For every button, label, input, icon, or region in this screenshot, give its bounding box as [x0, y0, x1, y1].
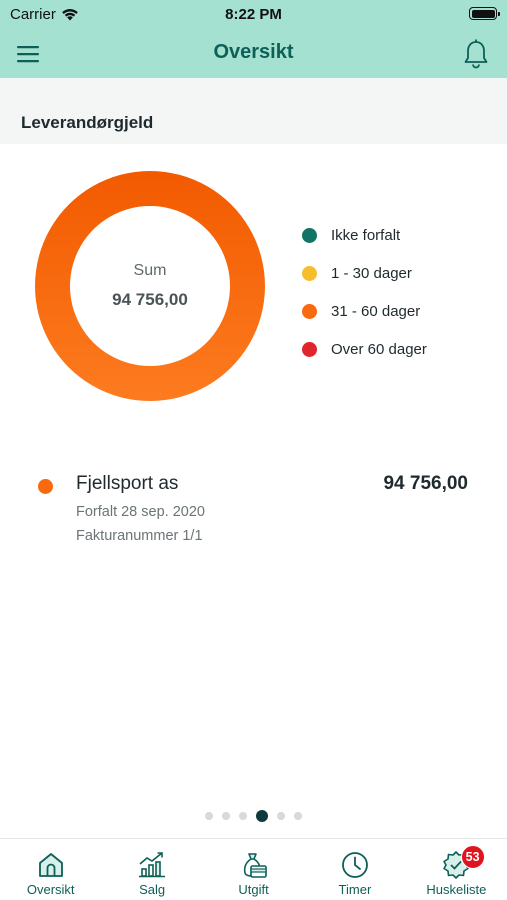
supplier-name: Fjellsport as [76, 473, 179, 494]
legend-label: 1 - 30 dager [331, 264, 412, 282]
status-time: 8:22 PM [225, 6, 282, 23]
legend-item-ikke-forfalt: Ikke forfalt [302, 216, 427, 254]
legend-dot [302, 341, 317, 357]
invoice-number: Fakturanummer 1/1 [76, 528, 203, 544]
carrier-label: Carrier [10, 6, 56, 23]
tab-bar: Oversikt Salg Utgift Timer [0, 838, 507, 900]
tab-label: Huskeliste [426, 882, 487, 897]
donut-sum-label: Sum [133, 262, 167, 279]
menu-icon[interactable] [14, 40, 42, 68]
donut-sum-value: 94 756,00 [112, 290, 188, 309]
home-icon [38, 853, 63, 877]
page-dot[interactable] [277, 812, 285, 820]
legend-dot [302, 265, 317, 281]
tab-label: Oversikt [26, 882, 75, 897]
legend-label: Over 60 dager [331, 340, 427, 358]
donut-chart-svg [34, 171, 265, 401]
page-dot[interactable] [294, 812, 302, 820]
tab-label: Timer [338, 882, 372, 897]
tab-timer[interactable]: Timer [304, 839, 405, 900]
page-dot[interactable] [239, 812, 247, 820]
donut-slice-31-60-dager [34, 171, 265, 401]
legend-item-over-60-dager: Over 60 dager [302, 330, 427, 368]
section-header: Leverandørgjeld [0, 78, 507, 144]
carrier-indicator: Carrier [10, 6, 79, 23]
bell-icon[interactable] [461, 38, 491, 70]
page-indicator[interactable] [0, 810, 507, 822]
wifi-icon [62, 9, 78, 21]
clock-icon [342, 852, 368, 878]
battery-icon [469, 7, 500, 20]
section-title: Leverandørgjeld [21, 113, 154, 132]
legend-dot [302, 303, 317, 319]
chart-legend: Ikke forfalt 1 - 30 dager 31 - 60 dager … [302, 216, 427, 368]
page-title: Oversikt [213, 41, 294, 63]
status-bar: Carrier 8:22 PM [0, 0, 507, 30]
supplier-amount: 94 756,00 [383, 473, 468, 494]
supplier-entry[interactable]: Fjellsport as 94 756,00 Forfalt 28 sep. … [0, 468, 507, 558]
legend-dot [302, 227, 317, 243]
donut-chart: Sum 94 756,00 [34, 170, 266, 402]
tab-utgift[interactable]: Utgift [203, 839, 304, 900]
status-dot [38, 479, 53, 494]
navigation-bar: Oversikt [0, 30, 507, 78]
legend-label: Ikke forfalt [331, 226, 401, 244]
page-dot-active[interactable] [256, 810, 268, 822]
tab-label: Salg [139, 882, 166, 897]
expense-bag-icon [243, 853, 267, 878]
page-dot[interactable] [205, 812, 213, 820]
tab-huskeliste[interactable]: Huskeliste 53 [406, 839, 507, 900]
tab-salg[interactable]: Salg [101, 839, 202, 900]
legend-label: 31 - 60 dager [331, 302, 421, 320]
notification-badge: 53 [460, 845, 485, 869]
tab-oversikt[interactable]: Oversikt [0, 839, 101, 900]
legend-item-31-60-dager: 31 - 60 dager [302, 292, 427, 330]
legend-item-1-30-dager: 1 - 30 dager [302, 254, 427, 292]
due-date: Forfalt 28 sep. 2020 [76, 504, 205, 520]
sales-chart-icon [139, 852, 166, 878]
page-dot[interactable] [222, 812, 230, 820]
tab-label: Utgift [238, 882, 269, 897]
